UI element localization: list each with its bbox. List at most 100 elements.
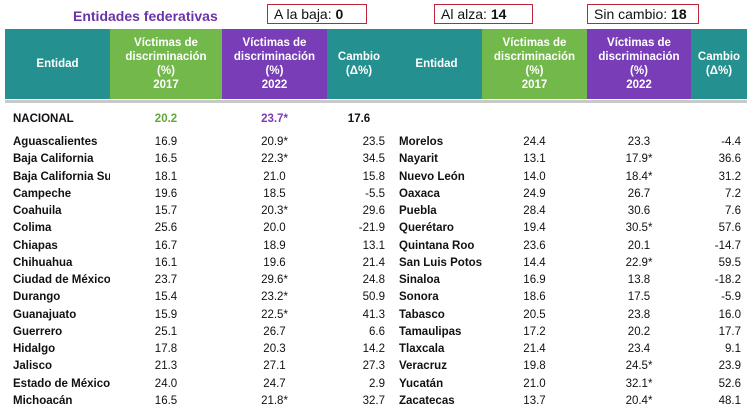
header-2017-left: Víctimas de discriminación (%) 2017 xyxy=(110,29,222,99)
table-row: Hidalgo 17.8 20.3 14.2 Tlaxcala 21.4 23.4 9.1 xyxy=(5,341,747,358)
left-cell-v2017: 17.8 xyxy=(154,343,178,355)
left-cell-v2017: 15.9 xyxy=(154,308,178,321)
left-cell-v2022: 22.3* xyxy=(261,153,288,166)
left-cell-v2022: 27.1 xyxy=(263,360,286,373)
left-cell-cambio: 15.8 xyxy=(362,170,385,183)
right-cell-v2022: 26.7 xyxy=(627,187,651,200)
table-row: Coahuila 15.7 20.3* 29.6 Puebla 28.4 30.6 7.6 xyxy=(5,203,747,220)
table-row: Baja California Sur 18.1 21.0 15.8 Nuevo Leó… xyxy=(5,169,747,186)
left-cell-v2017: 16.5 xyxy=(154,153,178,166)
header-cambio-left: Cambio (Δ%) xyxy=(327,29,391,99)
right-cell-cambio: -5.9 xyxy=(721,291,741,304)
left-cell-name: Chiapas xyxy=(13,239,58,252)
header-2022-left: Víctimas de discriminación (%) 2022 xyxy=(222,29,327,99)
right-cell-v2022: 20.1 xyxy=(627,239,651,252)
left-cell-cambio: 50.9 xyxy=(362,291,385,304)
table-row: Guanajuato 15.9 22.5* 41.3 Tabasco 20.5 23.8 16… xyxy=(5,307,747,324)
right-cell-cambio: 59.5 xyxy=(718,256,741,269)
left-cell-v2017: 18.1 xyxy=(154,170,178,183)
counter-al-alza: Al alza: 14 xyxy=(434,4,533,24)
table-body: NACIONAL 20.2 23.7* 17.6 Aguascalientes 1… xyxy=(5,110,747,410)
right-cell-v2017: 13.7 xyxy=(523,394,546,407)
right-cell-v2022: 23.4 xyxy=(627,343,651,355)
table-row: Estado de México 24.0 24.7 2.9 Yucatán 21.0 32… xyxy=(5,376,747,393)
right-cell-name: Puebla xyxy=(399,205,437,217)
right-cell-v2022: 20.2 xyxy=(627,325,651,338)
left-cell-v2017: 25.1 xyxy=(154,325,178,338)
right-cell-v2017: 14.4 xyxy=(523,256,546,269)
right-cell-v2017: 16.9 xyxy=(523,274,546,286)
left-cell-v2022: 21.0 xyxy=(263,170,286,183)
header-entidad-right: Entidad xyxy=(391,29,482,99)
right-cell-name: Oaxaca xyxy=(399,187,440,200)
state-rows: Aguascalientes 16.9 20.9* 23.5 Morelos 24.4 23… xyxy=(5,134,747,410)
header-2022-right: Víctimas de discriminación (%) 2022 xyxy=(587,29,691,99)
right-cell-v2017: 28.4 xyxy=(523,205,546,217)
left-cell-v2017: 24.0 xyxy=(154,377,178,390)
table-header: Entidad Víctimas de discriminación (%) 2… xyxy=(5,29,747,99)
right-cell-name: Sonora xyxy=(399,291,439,304)
left-cell-name: Guerrero xyxy=(13,325,63,338)
table-row: Durango 15.4 23.2* 50.9 Sonora 18.6 17.5 -5.9 xyxy=(5,289,747,306)
left-cell-v2017: 21.3 xyxy=(154,360,178,373)
left-cell-v2017: 16.7 xyxy=(154,239,178,252)
right-cell-v2022: 24.5* xyxy=(625,360,653,373)
nacional-cambio: 17.6 xyxy=(347,113,371,125)
right-cell-name: Querétaro xyxy=(399,222,454,235)
table-row: Colima 25.6 20.0 -21.9 Querétaro 19.4 30.5* 57.… xyxy=(5,220,747,237)
right-cell-v2022: 20.4* xyxy=(625,394,653,407)
left-cell-cambio: 21.4 xyxy=(362,256,385,269)
left-cell-cambio: 13.1 xyxy=(362,239,385,252)
right-cell-v2022: 23.3 xyxy=(627,136,651,148)
table-row: Chiapas 16.7 18.9 13.1 Quintana Roo 23.6 20.1 -… xyxy=(5,238,747,255)
right-cell-cambio: 48.1 xyxy=(718,394,741,407)
header-entidad-left: Entidad xyxy=(5,29,110,99)
left-cell-v2022: 21.8* xyxy=(261,394,288,407)
right-cell-cambio: 17.7 xyxy=(718,325,741,338)
left-cell-cambio: 41.3 xyxy=(362,308,385,321)
right-cell-v2022: 13.8 xyxy=(627,274,651,286)
header-separator xyxy=(5,100,747,103)
left-cell-cambio: 29.6 xyxy=(362,205,385,217)
left-cell-name: Aguascalientes xyxy=(13,136,98,148)
right-cell-name: Sinaloa xyxy=(399,274,440,286)
left-cell-name: Baja California Sur xyxy=(13,170,110,183)
right-cell-v2022: 22.9* xyxy=(625,256,653,269)
left-cell-cambio: 14.2 xyxy=(362,343,385,355)
page-title: Entidades federativas xyxy=(73,8,218,24)
right-cell-v2022: 17.9* xyxy=(625,153,653,166)
left-cell-cambio: 6.6 xyxy=(369,325,385,338)
table-row: Aguascalientes 16.9 20.9* 23.5 Morelos 24.4 23… xyxy=(5,134,747,151)
right-cell-v2017: 20.5 xyxy=(523,308,546,321)
right-cell-v2017: 17.2 xyxy=(523,325,546,338)
table-row: Michoacán 16.5 21.8* 32.7 Zacatecas 13.7 20.4*… xyxy=(5,393,747,410)
left-cell-v2022: 20.0 xyxy=(263,222,286,235)
right-cell-name: Nayarit xyxy=(399,153,438,166)
left-cell-v2022: 29.6* xyxy=(261,274,288,286)
left-cell-v2017: 15.7 xyxy=(154,205,178,217)
table-row: Guerrero 25.1 26.7 6.6 Tamaulipas 17.2 20.2 17.… xyxy=(5,324,747,341)
right-cell-v2022: 17.5 xyxy=(627,291,651,304)
top-bar: Entidades federativas A la baja: 0 Al al… xyxy=(0,0,755,29)
left-cell-name: Campeche xyxy=(13,187,72,200)
right-cell-v2017: 18.6 xyxy=(523,291,546,304)
right-cell-name: San Luis Potosí xyxy=(399,256,482,269)
right-cell-name: Quintana Roo xyxy=(399,239,475,252)
right-cell-v2022: 32.1* xyxy=(625,377,653,390)
right-cell-v2017: 23.6 xyxy=(523,239,546,252)
right-cell-v2017: 24.4 xyxy=(523,136,546,148)
left-cell-name: Estado de México xyxy=(13,377,110,390)
left-cell-v2022: 24.7 xyxy=(263,377,286,390)
right-cell-v2017: 19.4 xyxy=(523,222,546,235)
counter-a-la-baja: A la baja: 0 xyxy=(267,4,367,24)
counter-al-alza-value: 14 xyxy=(490,6,507,22)
left-cell-v2017: 25.6 xyxy=(154,222,178,235)
left-cell-v2022: 18.5 xyxy=(263,187,286,200)
left-cell-v2022: 19.6 xyxy=(263,256,286,269)
right-cell-v2017: 13.1 xyxy=(523,153,546,166)
counter-sin-cambio-label: Sin cambio: xyxy=(594,6,668,22)
right-cell-v2017: 14.0 xyxy=(523,170,546,183)
counter-a-la-baja-label: A la baja: xyxy=(274,6,332,22)
left-cell-v2022: 20.9* xyxy=(261,136,288,148)
counter-sin-cambio-value: 18 xyxy=(671,6,687,22)
